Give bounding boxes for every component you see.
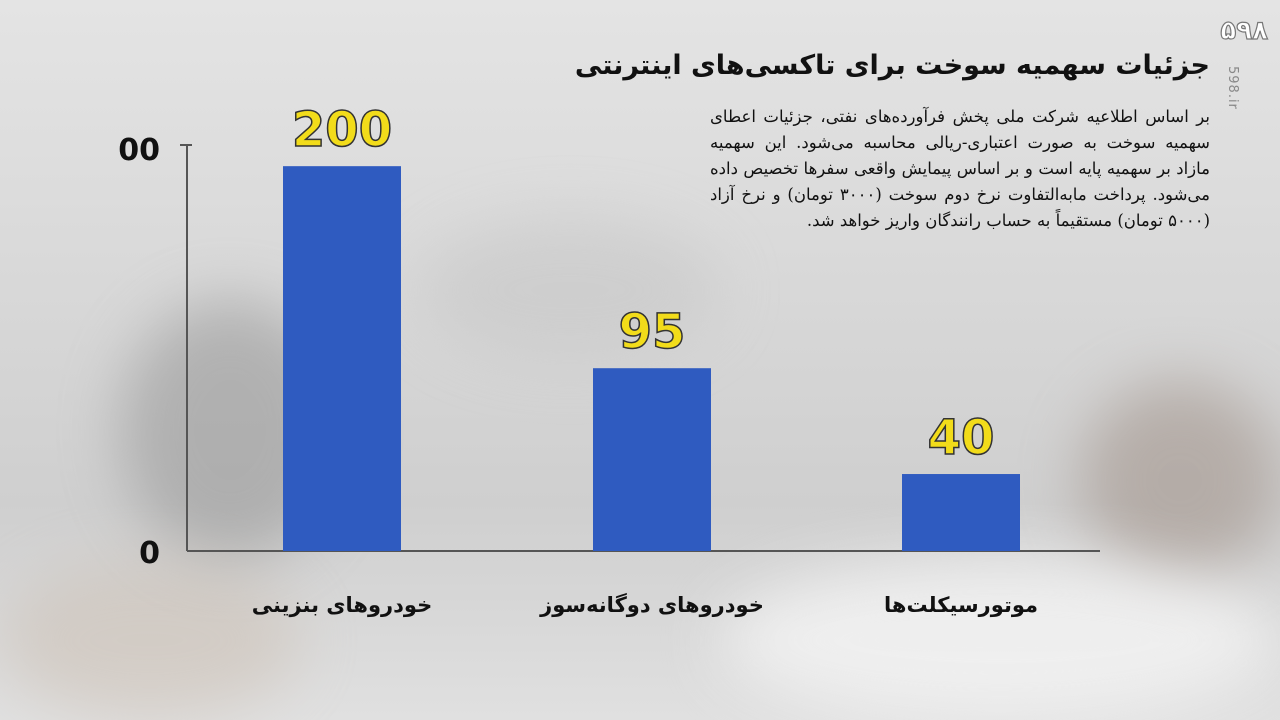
description-text: بر اساس اطلاعیه شرکت ملی پخش فرآورده‌های… (710, 107, 1210, 230)
x-category-label: خودروهای دوگانه‌سوز (539, 592, 764, 617)
logo: ۵۹۸ (1220, 15, 1269, 46)
site-watermark: 598.ir (1225, 66, 1240, 110)
bar-value-label: 40 (928, 410, 995, 466)
background-blur (1080, 380, 1280, 580)
background-blur (720, 560, 1280, 720)
bar (593, 368, 711, 551)
x-category-label: خودروهای بنزینی (252, 593, 432, 617)
bar (283, 166, 401, 551)
bar-value-label: 95 (619, 304, 686, 360)
bar (902, 474, 1020, 551)
page-title: جزئیات سهمیه سوخت برای تاکسی‌های اینترنت… (574, 50, 1210, 81)
background-blur (0, 560, 300, 720)
background-blur (420, 220, 720, 360)
x-category-label: موتورسیکلت‌ها (884, 593, 1038, 617)
y-tick-label-top: 00 (118, 133, 160, 168)
y-tick-label-zero: 0 (139, 536, 160, 571)
bar-value-label: 200 (292, 102, 392, 158)
